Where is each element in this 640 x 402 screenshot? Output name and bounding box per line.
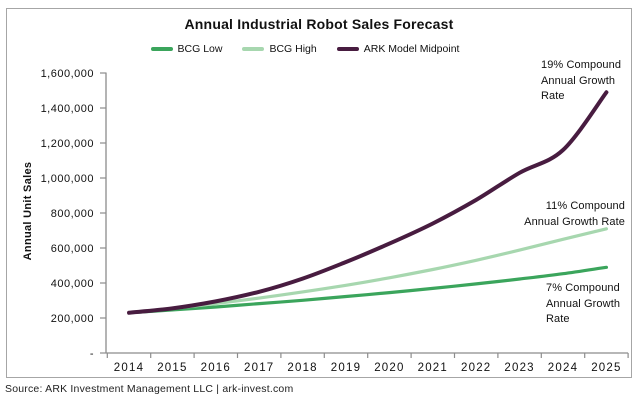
y-tick-label: 400,000 xyxy=(51,278,94,290)
series-line-bcg-high xyxy=(127,227,608,315)
y-tick-label: 1,600,000 xyxy=(41,68,94,80)
annotation-cagr-7: 7% Compound Annual Growth Rate xyxy=(546,282,621,325)
legend-label-ark-midpoint: ARK Model Midpoint xyxy=(363,43,460,55)
annotation-cagr-19: 19% Compound Annual Growth Rate xyxy=(541,59,622,102)
plot-area: 1,600,000 1,400,000 1,200,000 1,000,000 800,… xyxy=(41,68,629,374)
legend-item-ark-midpoint: ARK Model Midpoint xyxy=(336,43,460,55)
y-tick-label: 200,000 xyxy=(51,313,94,325)
x-tick-label: 2016 xyxy=(201,362,231,374)
y-tick-label: 800,000 xyxy=(51,208,94,220)
y-tick-label: 1,200,000 xyxy=(41,138,94,150)
x-tick-label: 2025 xyxy=(591,362,621,374)
chart-title: Annual Industrial Robot Sales Forecast xyxy=(184,16,454,32)
legend-swatch-ark-midpoint xyxy=(336,47,359,51)
legend-swatch-bcg-high xyxy=(242,47,265,51)
source-attribution: Source: ARK Investment Management LLC | … xyxy=(5,383,294,395)
x-tick-label: 2018 xyxy=(287,362,317,374)
x-tick-label: 2017 xyxy=(244,362,274,374)
legend-item-bcg-low: BCG Low xyxy=(150,43,223,55)
y-tick-label: 600,000 xyxy=(51,243,94,255)
legend-label-bcg-high: BCG High xyxy=(269,43,317,55)
x-tick-label: 2023 xyxy=(504,362,534,374)
x-tick-label: 2020 xyxy=(374,362,404,374)
annotation-cagr-11: 11% Compound Annual Growth Rate xyxy=(524,200,625,228)
x-tick-label: 2021 xyxy=(418,362,448,374)
y-axis-title: Annual Unit Sales xyxy=(22,161,34,261)
x-tick-label: 2024 xyxy=(548,362,578,374)
x-tick-label: 2022 xyxy=(461,362,491,374)
chart-frame: Annual Industrial Robot Sales Forecast B… xyxy=(6,8,632,378)
legend-label-bcg-low: BCG Low xyxy=(177,43,223,55)
legend-item-bcg-high: BCG High xyxy=(242,43,317,55)
legend: BCG Low BCG High ARK Model Midpoint xyxy=(0,43,617,55)
x-tick-label: 2015 xyxy=(157,362,187,374)
x-tick-label: 2019 xyxy=(331,362,361,374)
y-tick-label: - xyxy=(90,348,94,360)
series-line-bcg-low xyxy=(127,265,608,315)
legend-swatch-bcg-low xyxy=(150,47,173,51)
series-line-ark-model-midpoint xyxy=(127,90,609,315)
y-tick-label: 1,000,000 xyxy=(41,173,94,185)
x-tick-label: 2014 xyxy=(114,362,144,374)
y-tick-label: 1,400,000 xyxy=(41,103,94,115)
